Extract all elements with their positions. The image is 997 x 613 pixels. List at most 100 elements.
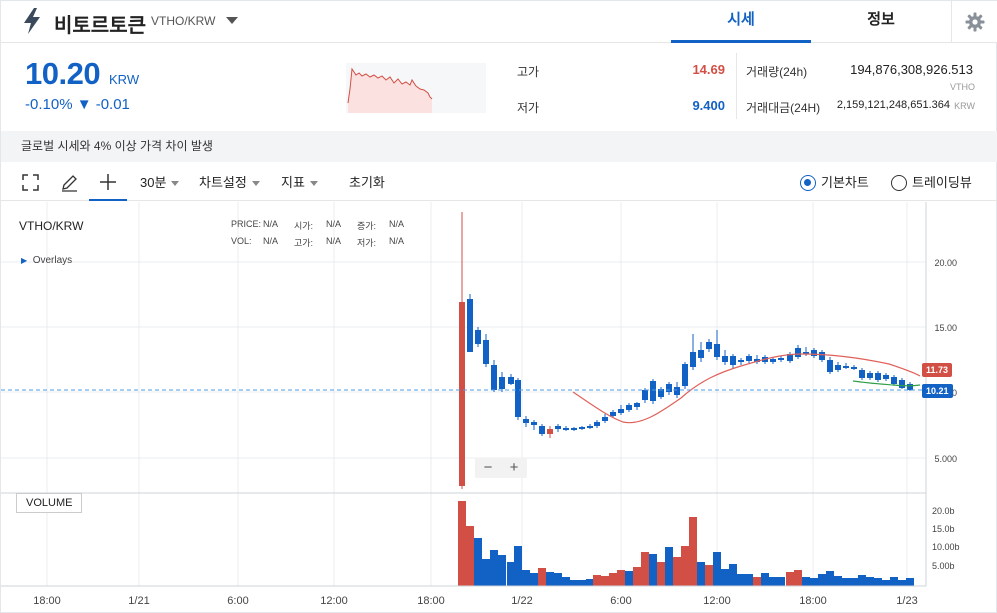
ohlc-high-label: 고가: — [294, 238, 314, 248]
crosshair-tool-button[interactable] — [89, 164, 127, 201]
basic-chart-label[interactable]: 기본차트 — [821, 175, 869, 190]
trading-view-radio[interactable] — [891, 175, 907, 191]
time-tick-label: 1/23 — [896, 595, 917, 607]
volume-value: 194,876,308,926.513 — [850, 62, 973, 77]
volume-bar — [769, 577, 777, 586]
volume-bar — [538, 568, 546, 586]
volume-bar — [490, 550, 498, 586]
candle-body — [650, 381, 656, 401]
low-label: 저가 — [517, 101, 540, 115]
candle-body — [746, 356, 752, 361]
ohlc-rise-label: 증가: — [357, 221, 377, 231]
amount-unit: KRW — [954, 101, 975, 111]
reset-button[interactable]: 초기화 — [349, 175, 385, 190]
candle-body — [795, 348, 801, 357]
time-tick-label: 18:00 — [417, 595, 445, 607]
candle-body — [835, 365, 841, 370]
candle-body — [634, 403, 640, 407]
tab-quote[interactable]: 시세 — [671, 1, 811, 43]
volume-tick-label: 5.00b — [932, 561, 955, 571]
pencil-icon[interactable] — [60, 173, 79, 192]
volume-bar — [786, 572, 794, 586]
candle-body — [563, 428, 569, 430]
candle-body — [483, 340, 489, 364]
zoom-out-button[interactable]: − — [483, 459, 493, 476]
ohlc-low-label: 저가: — [357, 238, 377, 248]
volume-tick-label: 10.00b — [932, 542, 960, 552]
lightning-bolt-icon — [24, 8, 40, 34]
crosshair-icon — [100, 174, 116, 190]
ohlc-price-value: N/A — [263, 219, 279, 229]
price-chart[interactable]: 18:00 1/21 6:00 12:00 18:00 1/22 6:00 12:00 18:0… — [1, 202, 997, 613]
candle-body — [891, 377, 897, 384]
fullscreen-icon[interactable] — [22, 174, 39, 191]
settings-button[interactable] — [951, 1, 997, 43]
volume-bar — [530, 573, 538, 586]
volume-bar — [721, 569, 729, 586]
ohlc-vol-label: VOL: — [231, 236, 252, 246]
volume-bar — [657, 562, 665, 586]
candle-body — [730, 356, 736, 365]
volume-bar — [850, 578, 858, 586]
volume-label-button[interactable]: VOLUME — [16, 493, 83, 513]
zoom-in-button[interactable]: + — [509, 459, 519, 476]
basic-chart-radio[interactable] — [800, 175, 816, 191]
chevron-down-icon[interactable] — [226, 17, 238, 24]
high-label: 고가 — [517, 65, 540, 79]
volume-bar — [874, 578, 882, 586]
volume-bar — [818, 574, 826, 586]
volume-bar — [649, 554, 657, 586]
volume-bar — [737, 574, 745, 586]
candle-body — [811, 350, 817, 356]
price-tick-label: 5.000 — [934, 454, 957, 464]
candle-body — [467, 299, 473, 352]
ohlc-open-label: 시가: — [294, 221, 314, 231]
zoom-controls: − + — [475, 458, 527, 478]
chart-settings-dropdown[interactable]: 차트설정 — [199, 164, 260, 201]
volume-bar — [753, 577, 761, 586]
price-tick-label: 20.00 — [934, 258, 957, 268]
indicators-label: 지표 — [281, 175, 305, 190]
volume-bar — [562, 577, 570, 586]
candle-body — [547, 429, 553, 434]
volume-bar — [794, 570, 802, 586]
price-unit: KRW — [109, 72, 140, 87]
chart-canvas[interactable]: 18:00 1/21 6:00 12:00 18:00 1/22 6:00 12:00 18:0… — [1, 202, 997, 613]
chart-toolbar: 30분 차트설정 지표 초기화 기본차트 트레이딩뷰 — [1, 164, 997, 201]
candle-body — [803, 352, 809, 354]
volume-bar — [633, 567, 641, 586]
candle-body — [907, 384, 913, 390]
low-value: 9.400 — [692, 98, 725, 113]
chart-axes: 18:00 1/21 6:00 12:00 18:00 1/22 6:00 12:00 18:0… — [1, 202, 960, 607]
interval-dropdown[interactable]: 30분 — [140, 164, 180, 201]
volume-bar — [697, 562, 705, 586]
volume-bar — [713, 552, 721, 586]
time-tick-label: 6:00 — [227, 595, 248, 607]
time-tick-label: 6:00 — [610, 595, 631, 607]
volume-bar — [466, 526, 474, 586]
volume-bar — [609, 573, 617, 586]
time-tick-label: 18:00 — [33, 595, 61, 607]
overlays-toggle[interactable]: ▶ Overlays — [21, 255, 72, 266]
volume-bar — [689, 517, 697, 586]
candle-body — [819, 352, 825, 360]
candle-body — [666, 384, 672, 392]
candle-body — [508, 377, 514, 384]
indicators-dropdown[interactable]: 지표 — [281, 164, 318, 201]
candle-body — [843, 366, 849, 368]
volume-unit: VTHO — [949, 82, 975, 92]
volume-bar — [802, 577, 810, 586]
candle-body — [642, 390, 648, 400]
chevron-down-icon — [251, 181, 260, 187]
volume-bar — [593, 575, 601, 586]
candle-body — [883, 375, 889, 379]
volume-bar — [665, 547, 673, 586]
volume-bars — [458, 501, 914, 586]
mini-price-chart — [346, 63, 486, 113]
volume-bar — [514, 546, 522, 586]
candle-body — [674, 387, 680, 395]
tab-info[interactable]: 정보 — [867, 11, 895, 28]
trading-view-label[interactable]: 트레이딩뷰 — [912, 175, 972, 190]
candle-body — [587, 426, 593, 428]
chevron-down-icon — [309, 181, 318, 187]
